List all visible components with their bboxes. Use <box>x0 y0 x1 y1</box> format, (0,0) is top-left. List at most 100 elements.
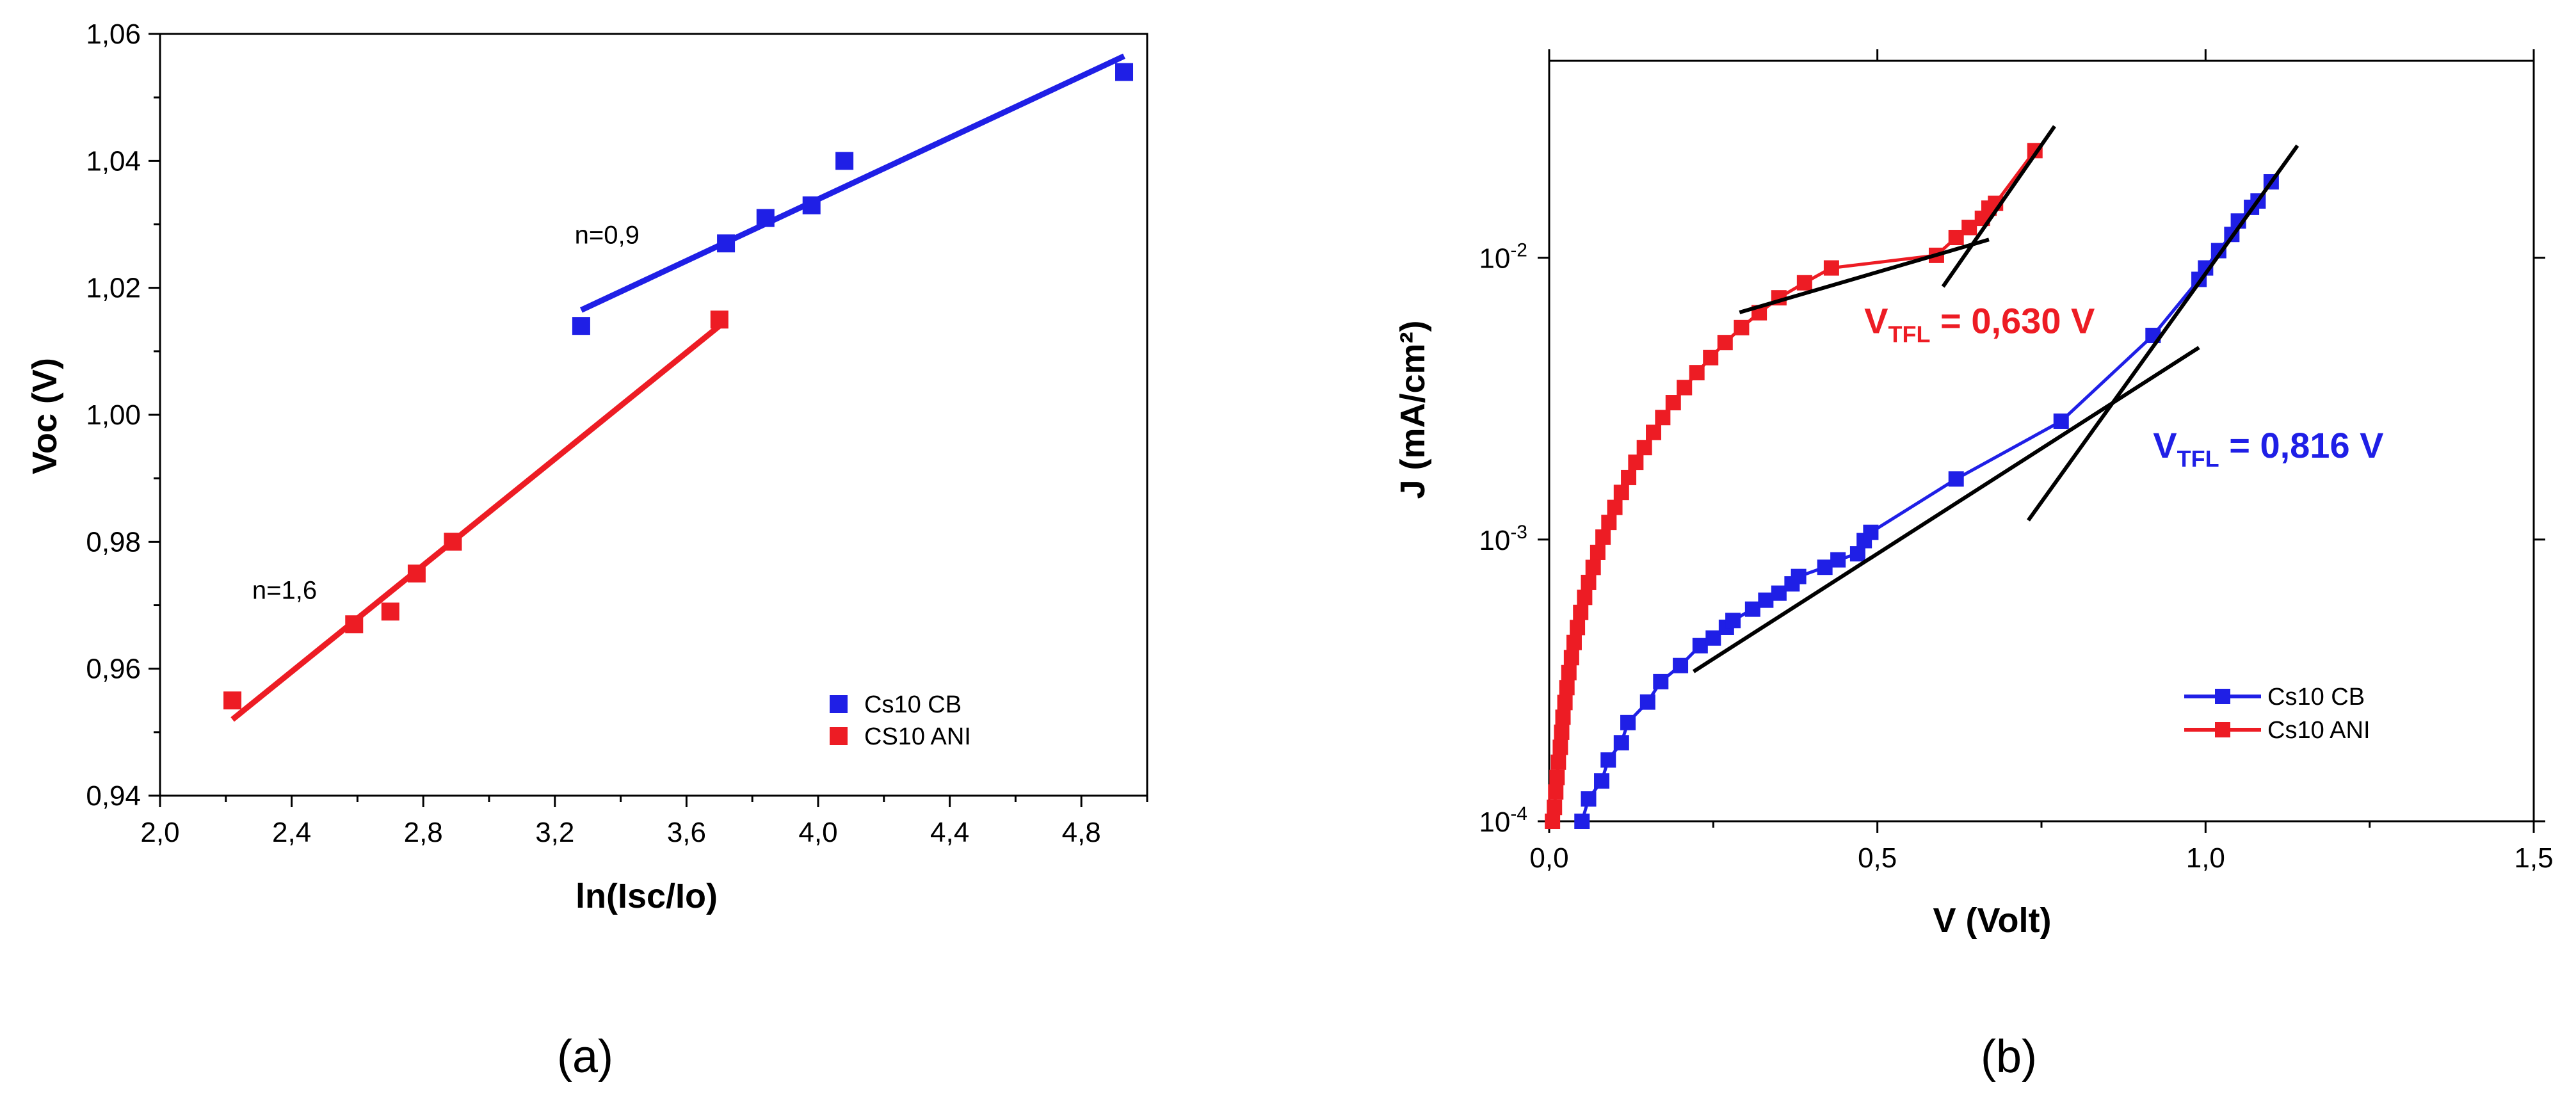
panel-b-point-series-0 <box>1613 735 1629 751</box>
panel-b-point-series-0 <box>1863 524 1879 540</box>
panel-b-x-axis-title: V (Volt) <box>1933 901 2052 940</box>
panel-b-legend-marker <box>2215 722 2230 737</box>
panel-a-y-tick-label: 1,04 <box>86 145 141 177</box>
panel-b-tangent-line-3 <box>2027 144 2299 522</box>
panel-b-point-series-0 <box>1594 773 1610 789</box>
panel-a-fit-lines <box>230 53 1125 722</box>
panel-b-point-series-1 <box>1573 604 1589 620</box>
panel-b-x-tick-label: 0,0 <box>1529 842 1568 874</box>
panel-b-point-series-1 <box>1585 559 1601 575</box>
panel-b-y-tick-label: 10-3 <box>1479 522 1527 556</box>
panel-b-y-tick-base: 10 <box>1479 525 1510 556</box>
panel-b-point-series-0 <box>1600 752 1616 768</box>
panel-a-data-points <box>223 63 1134 710</box>
panel-b-caption: (b) <box>1981 1031 2037 1082</box>
panel-b-x-tick-label: 1,5 <box>2514 842 2553 874</box>
panel-a-y-tick-label: 1,02 <box>86 273 141 304</box>
panel-b-point-series-0 <box>1817 559 1833 575</box>
panel-a-axes: 2,0 2,4 2,8 3,2 3,6 4,0 4,4 4,8 0,94 0,96 0,98 1,00… <box>86 19 1148 848</box>
panel-b-point-series-1 <box>1665 395 1681 411</box>
panel-a-x-tick-label: 4,0 <box>798 817 837 848</box>
panel-b-point-series-1 <box>1677 380 1693 396</box>
panel-b-point-series-1 <box>1554 724 1570 740</box>
panel-a-annotations: n=0,9 n=1,6 <box>252 221 640 604</box>
panel-a-point-series-0 <box>572 317 590 335</box>
panel-b-point-series-0 <box>1744 601 1760 617</box>
panel-b-point-series-0 <box>1692 638 1708 654</box>
panel-b-point-series-1 <box>1557 695 1573 711</box>
panel-b-y-tick-base: 10 <box>1479 243 1510 275</box>
panel-b-y-tick-exponent: -3 <box>1510 522 1527 543</box>
panel-a-fit-line-1 <box>230 323 721 722</box>
panel-b-point-series-0 <box>1849 546 1865 562</box>
panel-b-point-series-1 <box>1703 350 1719 366</box>
panel-b-point-series-1 <box>1581 574 1597 590</box>
panel-a-x-tick-label: 2,4 <box>272 817 311 848</box>
panel-a-point-series-1 <box>223 691 242 710</box>
panel-a-ideality-label: n=1,6 <box>252 577 317 605</box>
panel-b-tangent-lines <box>1692 125 2299 673</box>
panel-b-point-series-1 <box>1566 634 1582 650</box>
panel-b-point-series-1 <box>1646 424 1662 440</box>
panel-b-point-series-1 <box>1655 410 1671 426</box>
panel-b-vtfl-sub: TFL <box>1888 321 1931 347</box>
panel-b-y-tick-label: 10-2 <box>1479 240 1527 275</box>
panel-b-vtfl-label: VTFL = 0,816 V <box>2153 425 2383 472</box>
panel-a-point-series-1 <box>444 533 462 551</box>
panel-a-plot-frame <box>159 33 1148 797</box>
panel-b-point-series-1 <box>1636 440 1652 456</box>
panel-a-chart: 2,0 2,4 2,8 3,2 3,6 4,0 4,4 4,8 0,94 0,96 0,98 1,00… <box>26 19 1148 1082</box>
panel-a-point-series-0 <box>756 209 775 227</box>
panel-b-point-series-1 <box>1628 454 1644 470</box>
panel-b-axes: 0,0 0,5 1,0 1,510-410-310-2 <box>1479 49 2554 874</box>
panel-b-vtfl-label: V <box>2153 425 2177 465</box>
panel-b-point-series-1 <box>1550 754 1566 770</box>
panel-a-point-series-1 <box>407 564 426 583</box>
panel-b-point-series-1 <box>1621 469 1637 485</box>
panel-a-point-series-1 <box>345 615 364 634</box>
panel-a-legend-marker <box>830 727 848 745</box>
panel-b-series <box>1545 143 2279 829</box>
panel-b-legend-marker <box>2215 689 2230 704</box>
panel-a-legend-label: Cs10 CB <box>864 691 962 718</box>
panel-b-point-series-1 <box>1577 590 1593 606</box>
panel-a-x-tick-label: 3,6 <box>667 817 706 848</box>
panel-b-point-series-1 <box>1796 275 1812 291</box>
panel-b-point-series-0 <box>1639 694 1655 710</box>
panel-b-point-series-0 <box>1771 585 1787 601</box>
panel-b-tangent-line-2 <box>1692 346 2200 673</box>
panel-b-point-series-1 <box>1595 529 1611 545</box>
panel-a-y-tick-label: 0,96 <box>86 654 141 685</box>
panel-a-point-series-0 <box>835 152 854 170</box>
panel-b-point-series-1 <box>1734 319 1750 335</box>
panel-b-point-series-1 <box>1601 515 1617 531</box>
panel-b-point-series-1 <box>1545 814 1561 829</box>
panel-b-point-series-0 <box>1653 673 1669 689</box>
panel-a-y-tick-label: 0,98 <box>86 526 141 558</box>
panel-a-y-tick-label: 1,06 <box>86 19 141 50</box>
panel-a-legend-label: CS10 ANI <box>864 723 971 750</box>
panel-b-vtfl-label: VTFL = 0,630 V <box>1864 300 2095 347</box>
panel-b-vtfl-value: = 0,630 V <box>1931 300 2095 341</box>
panel-a-point-series-0 <box>802 196 821 214</box>
panel-b-point-series-1 <box>1607 499 1623 515</box>
panel-a-x-tick-label: 2,0 <box>140 817 179 848</box>
panel-b-point-series-0 <box>1705 630 1721 646</box>
panel-b-point-series-1 <box>1563 650 1579 666</box>
panel-b-y-tick-label: 10-4 <box>1479 803 1527 838</box>
panel-b-point-series-1 <box>1549 769 1565 785</box>
panel-a-point-series-1 <box>710 310 729 329</box>
panel-a-y-tick-label: 0,94 <box>86 780 141 812</box>
panel-a-ideality-label: n=0,9 <box>575 221 640 249</box>
panel-a-legend-marker <box>830 695 848 713</box>
panel-b-point-series-0 <box>1791 568 1807 584</box>
panel-a-x-tick-label: 4,4 <box>930 817 969 848</box>
panel-b-point-series-1 <box>1590 544 1606 560</box>
panel-b-y-axis-title: J (mA/cm²) <box>1394 320 1432 499</box>
panel-b-point-series-0 <box>1830 552 1846 568</box>
panel-b-plot-frame <box>1548 60 2535 823</box>
panel-b-point-series-0 <box>1758 592 1774 608</box>
panel-a-x-tick-label: 2,8 <box>404 817 443 848</box>
panel-b-point-series-1 <box>1689 365 1705 381</box>
